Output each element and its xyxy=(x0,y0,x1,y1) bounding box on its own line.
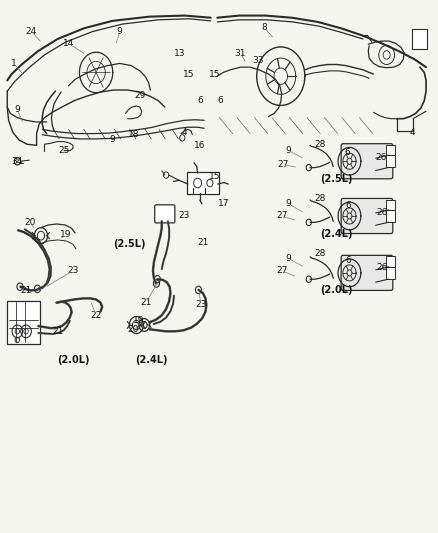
Text: (2.4L): (2.4L) xyxy=(135,354,168,365)
Text: 27: 27 xyxy=(276,212,287,221)
Text: 1: 1 xyxy=(11,59,17,68)
Text: 26: 26 xyxy=(376,263,387,272)
Text: 20: 20 xyxy=(25,219,36,228)
Text: 25: 25 xyxy=(58,146,70,155)
Text: 6: 6 xyxy=(217,96,223,105)
Text: 28: 28 xyxy=(314,194,325,203)
FancyBboxPatch shape xyxy=(385,210,394,222)
Text: 15: 15 xyxy=(183,70,194,78)
FancyBboxPatch shape xyxy=(187,172,218,194)
Text: (2.4L): (2.4L) xyxy=(320,229,352,239)
Text: 6: 6 xyxy=(344,148,350,157)
FancyBboxPatch shape xyxy=(7,301,39,344)
Text: 6: 6 xyxy=(197,96,202,105)
Text: 28: 28 xyxy=(314,249,325,258)
FancyBboxPatch shape xyxy=(385,256,394,267)
Text: (2.0L): (2.0L) xyxy=(57,354,89,365)
Text: 13: 13 xyxy=(174,50,185,58)
Text: 19: 19 xyxy=(60,230,71,239)
Text: 29: 29 xyxy=(134,91,145,100)
Text: 21: 21 xyxy=(53,327,64,336)
Text: 18: 18 xyxy=(128,130,140,139)
Text: 4: 4 xyxy=(408,128,414,137)
FancyBboxPatch shape xyxy=(340,198,392,233)
Text: 9: 9 xyxy=(285,199,291,208)
Text: 21: 21 xyxy=(140,298,151,307)
Text: 9: 9 xyxy=(285,146,291,155)
Text: 23: 23 xyxy=(67,266,78,275)
FancyBboxPatch shape xyxy=(340,255,392,290)
Text: (2.0L): (2.0L) xyxy=(320,286,352,295)
Text: 19: 19 xyxy=(132,316,144,325)
FancyBboxPatch shape xyxy=(385,267,394,279)
Text: 9: 9 xyxy=(14,105,20,114)
Text: 6: 6 xyxy=(345,256,351,264)
Text: 15: 15 xyxy=(208,172,219,181)
Text: 9: 9 xyxy=(117,27,122,36)
Text: 16: 16 xyxy=(194,141,205,150)
FancyBboxPatch shape xyxy=(154,205,174,223)
Text: 23: 23 xyxy=(177,212,189,221)
Text: 23: 23 xyxy=(195,300,206,309)
Text: 22: 22 xyxy=(90,311,102,320)
Text: 24: 24 xyxy=(26,27,37,36)
Text: 15: 15 xyxy=(208,70,219,78)
Text: 6: 6 xyxy=(345,201,351,210)
Text: 26: 26 xyxy=(375,153,386,162)
FancyBboxPatch shape xyxy=(340,144,392,179)
Text: 9: 9 xyxy=(109,135,115,144)
Text: 31: 31 xyxy=(234,50,246,58)
Text: 26: 26 xyxy=(376,208,387,217)
Text: 21: 21 xyxy=(197,238,208,247)
Text: 34: 34 xyxy=(12,157,23,166)
FancyBboxPatch shape xyxy=(385,199,394,210)
Text: 33: 33 xyxy=(252,56,263,64)
Text: 28: 28 xyxy=(314,140,325,149)
Text: 27: 27 xyxy=(276,266,287,275)
FancyBboxPatch shape xyxy=(385,156,394,167)
Text: 8: 8 xyxy=(261,23,266,32)
Text: 14: 14 xyxy=(63,39,74,48)
FancyBboxPatch shape xyxy=(411,29,426,49)
Text: 20: 20 xyxy=(127,325,138,334)
Text: 17: 17 xyxy=(218,199,229,208)
Text: 27: 27 xyxy=(277,160,288,169)
Text: 21: 21 xyxy=(20,286,32,295)
FancyBboxPatch shape xyxy=(385,145,394,156)
Text: 4: 4 xyxy=(181,128,187,137)
Text: (2.5L): (2.5L) xyxy=(113,239,146,249)
Text: 9: 9 xyxy=(285,254,291,263)
Text: (2.5L): (2.5L) xyxy=(320,174,352,184)
